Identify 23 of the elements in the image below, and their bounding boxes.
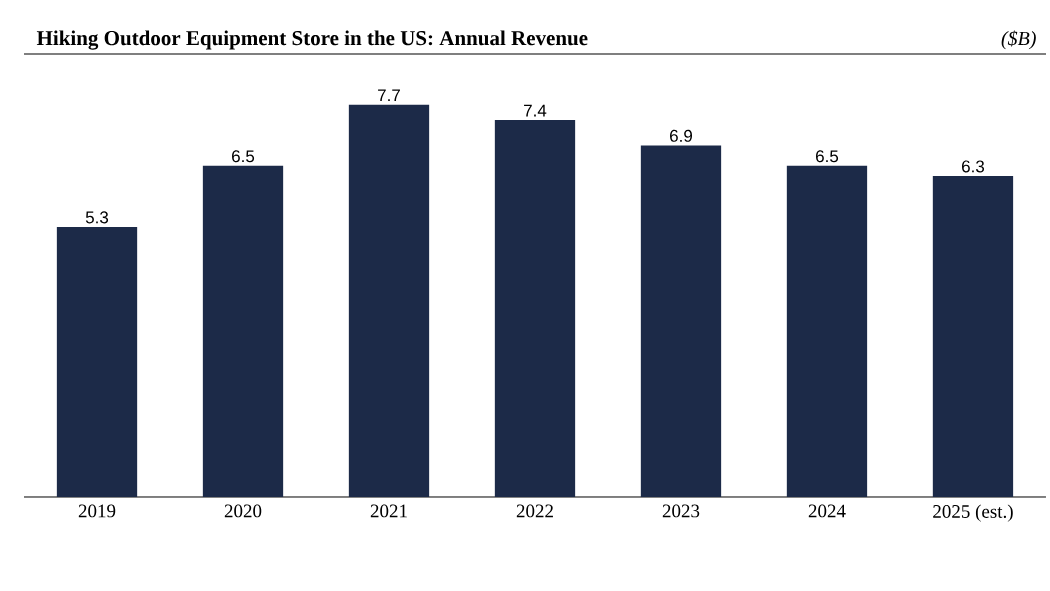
y-axis-title: ($B): [1001, 30, 1036, 50]
x-tick-label: 2024: [808, 504, 846, 518]
bar: [348, 104, 430, 497]
data-label: 7.7: [378, 89, 400, 102]
chart-title: Hiking Outdoor Equipment Store in the US: Annual Revenue: [36, 30, 588, 50]
bar: [202, 165, 284, 497]
x-tick-label: 2022: [516, 504, 553, 518]
x-tick-label: 2023: [662, 504, 700, 518]
bar: [56, 226, 138, 497]
bar: [786, 165, 868, 497]
x-tick-label: 2020: [224, 504, 262, 518]
data-label: 5.3: [85, 211, 109, 224]
data-label: 6.3: [962, 160, 985, 173]
x-tick-label: 2019: [78, 504, 116, 518]
data-label: 6.5: [232, 150, 255, 163]
bar: [932, 175, 1014, 497]
bar: [640, 145, 722, 497]
data-label: 6.9: [670, 129, 693, 142]
data-label: 7.4: [524, 104, 547, 117]
x-tick-label: 2025 (est.): [933, 504, 1013, 522]
data-label: 6.5: [816, 150, 839, 163]
x-tick-label: 2021: [370, 504, 407, 518]
bar: [494, 119, 576, 497]
